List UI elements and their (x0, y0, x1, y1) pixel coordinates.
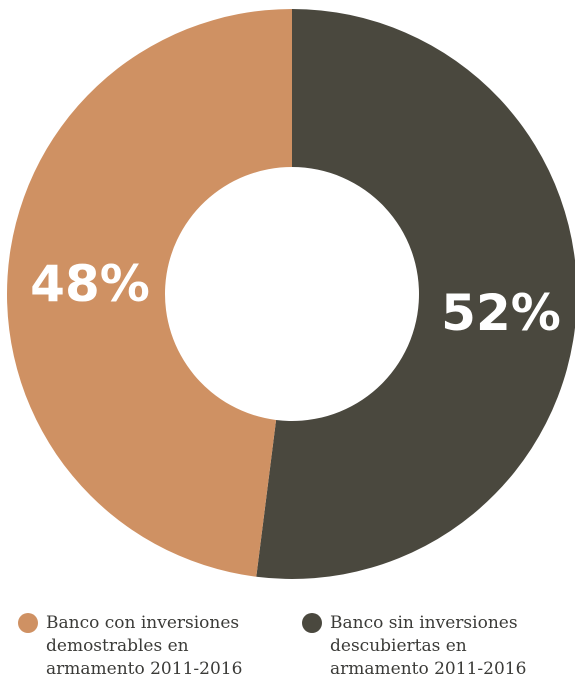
chart-legend: Banco con inversiones demostrables en ar… (0, 612, 575, 685)
legend-item-sin-inversiones: Banco sin inversiones descubiertas en ar… (302, 612, 572, 681)
donut-chart: 52% 48% (6, 9, 575, 579)
legend-label-sin-inversiones: Banco sin inversiones descubiertas en ar… (330, 613, 527, 679)
slice-con-inversiones (6, 9, 292, 577)
legend-swatch-sin-inversiones (302, 613, 322, 633)
slice-sin-inversiones (256, 9, 575, 579)
legend-swatch-con-inversiones (18, 613, 38, 633)
slice-label-sin-inversiones: 52% (441, 284, 561, 342)
legend-item-con-inversiones: Banco con inversiones demostrables en ar… (18, 612, 288, 681)
slice-label-con-inversiones: 48% (30, 255, 150, 313)
legend-label-con-inversiones: Banco con inversiones demostrables en ar… (46, 613, 243, 679)
